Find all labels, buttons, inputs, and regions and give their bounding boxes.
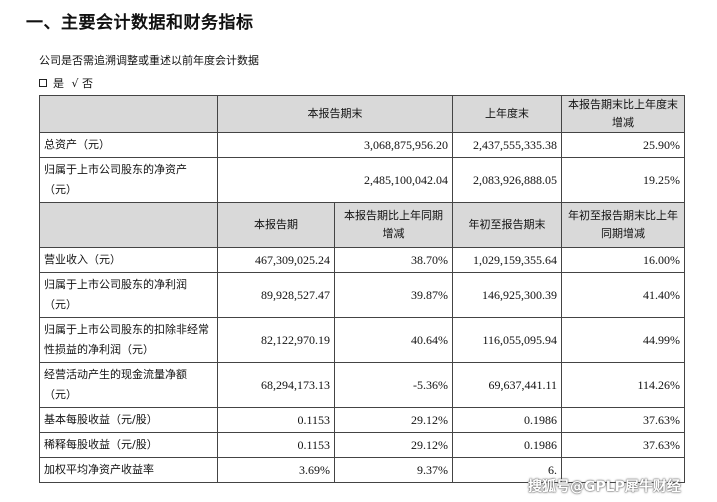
table-row: 加权平均净资产收益率 3.69% 9.37% 6.	[39, 457, 685, 483]
table-row: 经营活动产生的现金流量净额（元） 68,294,173.13 -5.36% 69,63…	[39, 362, 685, 408]
value-cell: 44.99%	[561, 317, 685, 363]
value-cell: 9.37%	[334, 457, 453, 483]
value-cell: 2,083,926,888.05	[452, 157, 562, 203]
header-blank-cell	[39, 202, 218, 248]
financial-table: 本报告期末 上年度末 本报告期末比上年度末增减 总资产（元） 3,068,875,956…	[39, 95, 685, 483]
value-cell: 38.70%	[334, 247, 453, 273]
row-label: 经营活动产生的现金流量净额（元）	[39, 362, 218, 408]
table-row: 营业收入（元） 467,309,025.24 38.70% 1,029,159,355…	[39, 247, 685, 273]
value-cell: 146,925,300.39	[452, 272, 562, 318]
value-cell: 29.12%	[334, 432, 453, 458]
header-blank-cell	[39, 95, 218, 133]
value-cell: 41.40%	[561, 272, 685, 318]
value-cell: 116,055,095.94	[452, 317, 562, 363]
row-label: 稀释每股收益（元/股）	[39, 432, 218, 458]
header-cell: 年初至报告期末比上年同期增减	[561, 202, 685, 248]
value-cell: 16.00%	[561, 247, 685, 273]
value-cell: -5.36%	[334, 362, 453, 408]
table1-header-row: 本报告期末 上年度末 本报告期末比上年度末增减	[39, 95, 685, 133]
value-cell: 29.12%	[334, 407, 453, 433]
value-cell: 82,122,970.19	[217, 317, 335, 363]
table-row: 归属于上市公司股东的扣除非经常性损益的净利润（元） 82,122,970.19 40…	[39, 317, 685, 363]
table2-header-row: 本报告期 本报告期比上年同期增减 年初至报告期末 年初至报告期末比上年同期增减	[39, 202, 685, 248]
value-cell: 69,637,441.11	[452, 362, 562, 408]
table-row: 稀释每股收益（元/股） 0.1153 29.12% 0.1986 37.63%	[39, 432, 685, 458]
value-cell: 3.69%	[217, 457, 335, 483]
value-cell: 19.25%	[561, 157, 685, 203]
value-cell: 1,029,159,355.64	[452, 247, 562, 273]
row-label: 归属于上市公司股东的净资产（元）	[39, 157, 218, 203]
value-cell: 6.	[452, 457, 562, 483]
value-cell: 37.63%	[561, 407, 685, 433]
header-cell: 年初至报告期末	[452, 202, 562, 248]
value-cell: 3,068,875,956.20	[217, 132, 453, 158]
row-label: 营业收入（元）	[39, 247, 218, 273]
value-cell	[561, 457, 685, 483]
check-mark: √	[71, 77, 79, 90]
header-cell: 本报告期	[217, 202, 335, 248]
value-cell: 0.1153	[217, 432, 335, 458]
table-row: 总资产（元） 3,068,875,956.20 2,437,555,335.38 25…	[39, 132, 685, 158]
value-cell: 467,309,025.24	[217, 247, 335, 273]
value-cell: 114.26%	[561, 362, 685, 408]
value-cell: 40.64%	[334, 317, 453, 363]
value-cell: 39.87%	[334, 272, 453, 318]
value-cell: 68,294,173.13	[217, 362, 335, 408]
value-cell: 25.90%	[561, 132, 685, 158]
row-label: 归属于上市公司股东的扣除非经常性损益的净利润（元）	[39, 317, 218, 363]
value-cell: 2,485,100,042.04	[217, 157, 453, 203]
header-cell: 本报告期末	[217, 95, 453, 133]
restatement-options: 是 √ 否	[39, 75, 93, 91]
value-cell: 0.1153	[217, 407, 335, 433]
row-label: 总资产（元）	[39, 132, 218, 158]
restatement-question: 公司是否需追溯调整或重述以前年度会计数据	[39, 54, 259, 67]
option-no: 否	[82, 77, 94, 90]
row-label: 基本每股收益（元/股）	[39, 407, 218, 433]
row-label: 加权平均净资产收益率	[39, 457, 218, 483]
value-cell: 89,928,527.47	[217, 272, 335, 318]
option-yes: 是	[53, 77, 64, 90]
header-cell: 本报告期比上年同期增减	[334, 202, 453, 248]
watermark: 搜狐号@GPLP犀牛财经	[528, 479, 681, 495]
header-cell: 本报告期末比上年度末增减	[561, 95, 685, 133]
value-cell: 37.63%	[561, 432, 685, 458]
value-cell: 0.1986	[452, 407, 562, 433]
value-cell: 0.1986	[452, 432, 562, 458]
row-label: 归属于上市公司股东的净利润（元）	[39, 272, 218, 318]
header-cell: 上年度末	[452, 95, 562, 133]
value-cell: 2,437,555,335.38	[452, 132, 562, 158]
checkbox-icon	[39, 79, 47, 87]
table-row: 基本每股收益（元/股） 0.1153 29.12% 0.1986 37.63%	[39, 407, 685, 433]
table-row: 归属于上市公司股东的净利润（元） 89,928,527.47 39.87% 146,9…	[39, 272, 685, 318]
section-heading: 一、主要会计数据和财务指标	[26, 13, 254, 33]
table-row: 归属于上市公司股东的净资产（元） 2,485,100,042.04 2,083,92…	[39, 157, 685, 203]
